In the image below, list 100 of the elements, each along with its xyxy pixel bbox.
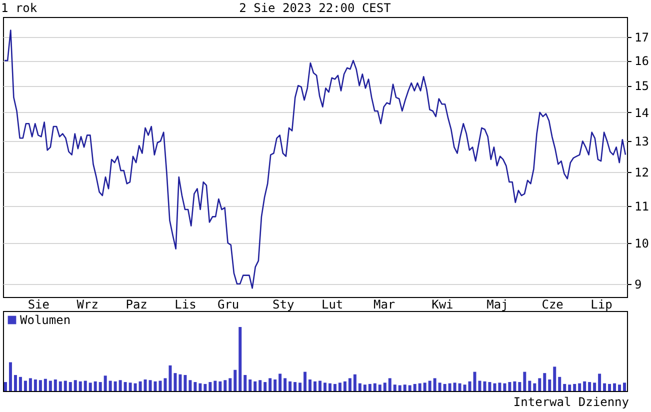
- bar: [438, 382, 442, 391]
- bar: [224, 380, 227, 391]
- bar: [208, 382, 212, 391]
- line-series: [4, 30, 626, 289]
- bar: [453, 382, 456, 391]
- bar: [473, 372, 476, 391]
- bar: [278, 374, 282, 391]
- bar: [44, 378, 47, 391]
- y-tick-label: 15: [634, 79, 649, 94]
- bar: [478, 380, 482, 391]
- bar: [503, 383, 506, 391]
- x-tick-label: Lip: [590, 298, 612, 312]
- bar: [533, 383, 536, 391]
- y-tick-label: 14: [634, 106, 649, 120]
- y-tick-label: 13: [634, 134, 649, 149]
- bar: [358, 383, 362, 391]
- bar: [268, 378, 272, 391]
- bar: [54, 379, 57, 391]
- bar: [254, 381, 257, 391]
- bar: [98, 382, 102, 391]
- bar: [38, 380, 42, 391]
- chart-title: 1 rok: [1, 1, 38, 15]
- bar: [423, 382, 426, 391]
- bar: [333, 384, 336, 391]
- bar: [24, 380, 27, 391]
- x-tick-label: Lis: [174, 298, 196, 312]
- bar: [498, 382, 502, 391]
- bar: [258, 380, 262, 391]
- bar: [528, 380, 532, 391]
- bar: [234, 370, 237, 391]
- bar: [443, 384, 446, 391]
- bar: [124, 382, 127, 391]
- bar: [308, 379, 312, 391]
- x-tick-label: Maj: [486, 298, 508, 312]
- bar: [538, 378, 542, 391]
- bar: [58, 381, 62, 391]
- bar: [148, 380, 152, 391]
- bar: [94, 381, 97, 391]
- bar: [513, 381, 516, 391]
- bar: [383, 382, 386, 391]
- bar: [134, 383, 137, 391]
- bar: [108, 380, 112, 391]
- bar: [4, 382, 7, 391]
- y-tick-label: 16: [634, 54, 649, 68]
- bar: [164, 378, 167, 391]
- bar: [573, 384, 576, 391]
- bar: [48, 380, 52, 391]
- bar: [583, 381, 586, 391]
- bar: [398, 385, 402, 391]
- bar: [204, 384, 207, 391]
- bar: [348, 378, 352, 391]
- bar: [18, 376, 22, 391]
- bar: [288, 381, 292, 391]
- bar: [323, 382, 326, 391]
- bar: [448, 383, 452, 391]
- bar: [274, 379, 277, 391]
- bar: [343, 381, 346, 391]
- bar: [598, 374, 602, 391]
- bar: [623, 382, 626, 391]
- bar: [408, 385, 412, 391]
- x-tick-label: Sty: [272, 298, 294, 312]
- bar: [523, 372, 526, 391]
- bar: [128, 382, 132, 391]
- bar: [568, 384, 572, 391]
- bar: [328, 383, 332, 391]
- bar: [578, 383, 582, 391]
- bar: [218, 381, 222, 391]
- bar: [428, 380, 432, 391]
- bar: [378, 384, 382, 391]
- bar: [84, 380, 87, 391]
- bar: [248, 379, 252, 391]
- bar: [188, 380, 192, 391]
- bar: [393, 384, 396, 391]
- bar: [284, 378, 287, 391]
- y-tick-label: 10: [634, 236, 649, 250]
- bar: [264, 382, 267, 391]
- bar: [198, 383, 202, 391]
- bar: [388, 378, 392, 391]
- x-tick-label: Paz: [126, 298, 148, 312]
- bar: [518, 382, 522, 391]
- x-tick-label: Sie: [28, 298, 50, 312]
- bar: [553, 366, 556, 391]
- bar: [34, 379, 37, 391]
- y-tick-label: 9: [634, 277, 642, 292]
- bar: [174, 373, 177, 391]
- bar: [588, 382, 592, 391]
- bar: [603, 383, 606, 391]
- bar: [74, 380, 77, 391]
- legend-label: Wolumen: [20, 313, 71, 327]
- bar: [8, 362, 12, 391]
- bar: [433, 378, 436, 391]
- bar: [314, 381, 316, 391]
- bar: [238, 327, 242, 391]
- bar: [194, 382, 197, 391]
- bar: [104, 376, 107, 391]
- x-tick-label: Wrz: [76, 298, 98, 312]
- bar: [493, 383, 496, 391]
- bar: [488, 382, 492, 391]
- bar: [558, 376, 562, 391]
- bar: [154, 381, 157, 391]
